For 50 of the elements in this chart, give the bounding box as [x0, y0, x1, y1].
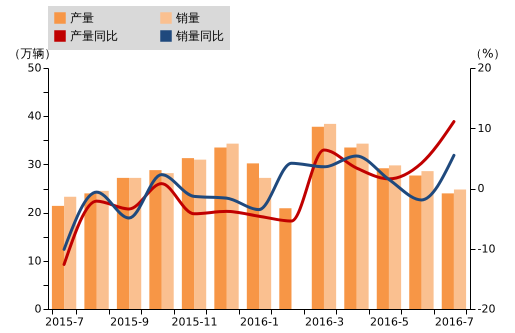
y-tick-label: 50: [28, 62, 42, 74]
x-tick-label: 2015-11: [172, 316, 218, 328]
bar: [421, 171, 434, 309]
y-tick-label: 30: [28, 158, 42, 171]
legend-label: 产量同比: [70, 29, 118, 43]
y-tick-label: 40: [28, 110, 42, 123]
legend-label: 销量同比: [175, 29, 224, 43]
bar: [52, 206, 64, 309]
y2-tick-label: -20: [478, 302, 496, 316]
bar: [149, 170, 162, 309]
bar: [376, 168, 389, 309]
bar: [259, 178, 272, 309]
bar: [182, 158, 194, 309]
bar: [129, 178, 142, 309]
y-tick-label: 0: [34, 302, 42, 316]
bar: [344, 148, 356, 309]
bar: [246, 163, 259, 309]
x-tick-label: 2016-5: [370, 316, 409, 328]
legend-label: 产量: [70, 11, 94, 25]
y2-tick-label: -10: [478, 242, 496, 256]
y-axis-title: （万辆）: [8, 46, 56, 60]
x-tick-label: 2016-7: [434, 316, 474, 328]
bar: [96, 190, 109, 309]
bar: [279, 208, 292, 309]
bar: [312, 126, 324, 309]
bar: [162, 173, 174, 309]
x-tick-label: 2015-9: [110, 316, 150, 328]
x-tick-label: 2016-1: [240, 316, 279, 328]
line-series: [62, 120, 456, 266]
y2-tick-label: 20: [478, 62, 492, 74]
legend-label: 销量: [175, 11, 200, 25]
bar: [409, 175, 422, 309]
bar: [194, 160, 206, 309]
x-tick-label: 2015-7: [45, 316, 84, 328]
bar: [214, 148, 227, 309]
y-tick-label: 20: [28, 206, 42, 220]
bar: [324, 124, 336, 309]
bar: [84, 193, 97, 309]
y2-tick-label: 10: [478, 122, 492, 135]
y2-tick-label: 0: [478, 182, 484, 195]
bar: [388, 165, 402, 309]
y2-axis-title: （%）: [470, 46, 506, 60]
bar: [356, 144, 369, 309]
y-tick-label: 10: [28, 254, 42, 268]
line-series: [62, 154, 456, 251]
x-tick-label: 2016-3: [304, 316, 344, 328]
bar: [442, 193, 454, 309]
bar: [226, 144, 239, 309]
bar: [454, 189, 466, 309]
bar: [116, 178, 130, 309]
